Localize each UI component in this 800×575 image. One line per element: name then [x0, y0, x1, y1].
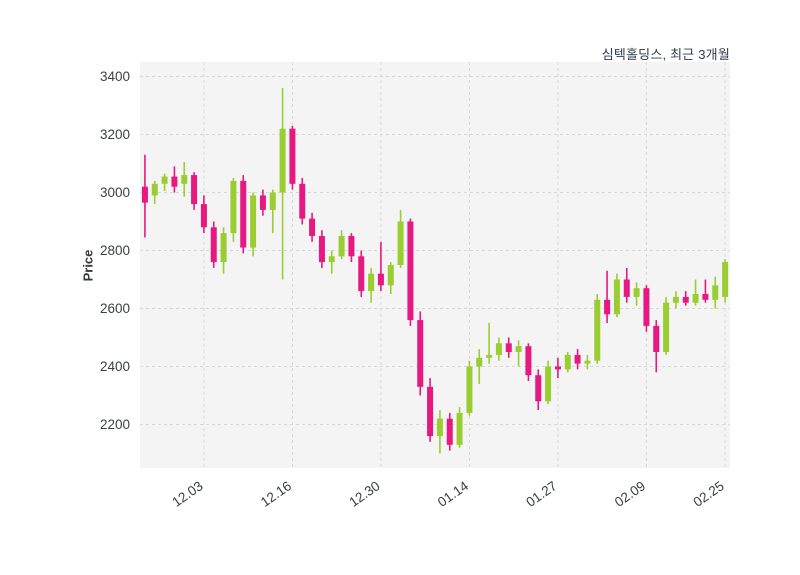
x-tick-label: 12.30 [346, 478, 382, 510]
candle-body-down [427, 386, 434, 437]
y-tick-label: 3400 [100, 69, 130, 84]
candle-body-down [171, 176, 178, 187]
candle-body-down [535, 375, 542, 402]
y-tick-label: 3000 [100, 185, 130, 200]
candle-body-up [613, 279, 620, 315]
candle-body-up [594, 299, 601, 361]
candle-body-up [338, 236, 345, 257]
x-tick-label: 01.14 [435, 478, 472, 510]
candle-body-down [702, 294, 709, 300]
candle-body-up [466, 366, 473, 413]
candle-body-up [230, 180, 237, 234]
candle-body-down [446, 418, 453, 445]
candle-body-down [200, 204, 207, 228]
candle-body-down [525, 346, 532, 376]
candle-body-down [505, 343, 512, 352]
candle-body-down [240, 180, 247, 248]
candle-body-up [476, 357, 483, 367]
candle-body-up [564, 354, 571, 370]
candle-body-up [712, 285, 719, 300]
candle-body-down [377, 273, 384, 286]
candle-body-up [328, 256, 335, 263]
x-tick-label: 02.25 [691, 478, 727, 510]
candle-body-up [269, 192, 276, 210]
candle-body-up [436, 418, 443, 437]
candle-body-down [259, 195, 266, 210]
candle-body-up [387, 265, 394, 286]
candle-body-down [682, 296, 689, 303]
candle-body-up [397, 221, 404, 265]
candle-body-up [250, 195, 257, 248]
y-tick-label: 2400 [100, 359, 130, 374]
candle-body-down [417, 320, 424, 387]
x-tick-label: 01.27 [523, 478, 559, 510]
candle-body-down [348, 236, 355, 257]
candle-body-down [358, 256, 365, 292]
candle-body-up [672, 296, 679, 303]
candle-body-down [574, 354, 581, 364]
y-tick-label: 3200 [100, 127, 130, 142]
y-tick-label: 2200 [100, 417, 130, 432]
candle-body-up [633, 288, 640, 297]
x-tick-label: 12.03 [169, 478, 205, 510]
candle-body-down [318, 236, 325, 263]
candle-body-down [407, 221, 414, 321]
candle-body-up [545, 366, 552, 402]
candle-body-up [495, 343, 502, 355]
y-axis-label: Price [80, 249, 96, 282]
chart-title: 심텍홀딩스, 최근 3개월 [601, 47, 730, 62]
candle-body-down [623, 279, 630, 297]
candle-body-down [289, 128, 296, 184]
candle-body-up [220, 233, 227, 263]
y-tick-label: 2600 [100, 301, 130, 316]
candle-body-up [161, 176, 168, 184]
x-tick-label: 02.09 [612, 478, 648, 510]
candle-body-down [643, 288, 650, 326]
candle-body-up [279, 128, 286, 193]
candle-body-down [299, 183, 306, 219]
candle-body-up [722, 262, 729, 297]
candle-body-up [181, 175, 188, 184]
candle-body-up [584, 360, 591, 364]
candle-body-up [692, 294, 699, 303]
candle-body-down [554, 366, 561, 370]
candle-body-up [456, 412, 463, 445]
candle-body-down [141, 186, 148, 203]
candle-body-down [604, 299, 611, 315]
candle-body-up [486, 354, 493, 358]
y-tick-label: 2800 [100, 243, 130, 258]
x-tick-label: 12.16 [258, 478, 294, 510]
candle-body-up [151, 183, 158, 196]
candle-body-down [191, 175, 198, 205]
candle-body-down [653, 325, 660, 352]
candle-body-down [309, 218, 316, 236]
candle-body-down [210, 227, 217, 263]
candle-body-up [515, 346, 522, 352]
plot-background [140, 62, 730, 468]
candle-body-up [368, 273, 375, 292]
candle-body-up [663, 302, 670, 352]
